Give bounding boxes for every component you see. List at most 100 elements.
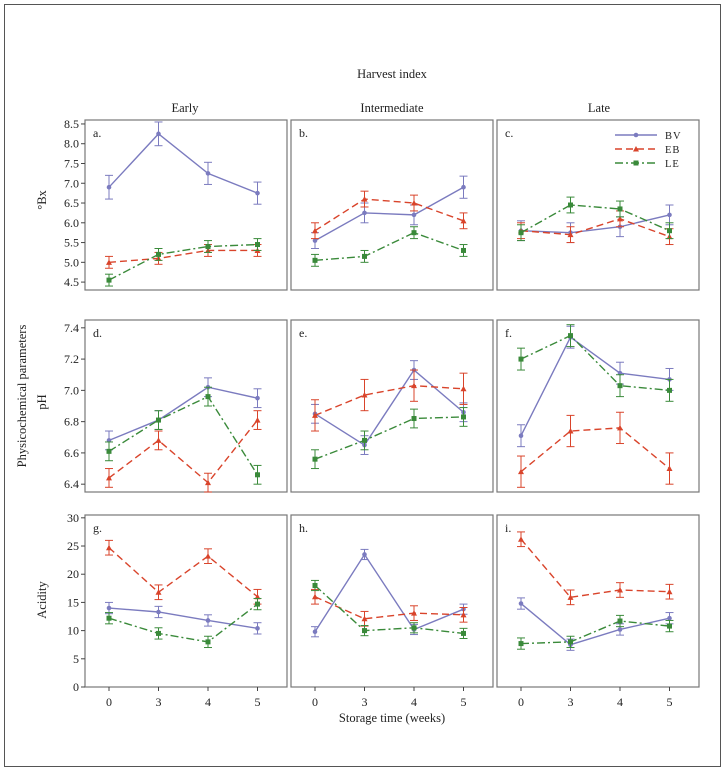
x-tick-label: 4 <box>411 695 417 709</box>
data-point <box>411 416 417 422</box>
data-point <box>411 382 417 389</box>
panel-label: b. <box>299 126 308 140</box>
x-tick-label: 0 <box>106 695 112 709</box>
data-point <box>411 625 417 631</box>
series-bv <box>105 121 262 205</box>
data-point <box>205 244 211 250</box>
data-point <box>312 257 318 263</box>
data-point <box>461 184 466 190</box>
data-point <box>461 630 466 636</box>
data-point <box>361 196 368 202</box>
panel-frame <box>290 319 494 493</box>
data-point <box>205 479 211 486</box>
panel-b: b. <box>290 119 494 291</box>
data-point <box>205 553 211 559</box>
data-point <box>567 231 574 238</box>
data-point <box>312 629 318 635</box>
column-title-early: Early <box>171 101 199 115</box>
data-point <box>518 468 524 475</box>
panel-e: e. <box>290 319 494 493</box>
y-tick-label: 10 <box>67 624 79 638</box>
y-tick-label: 25 <box>67 539 79 553</box>
series-eb <box>311 369 468 432</box>
data-point <box>156 609 161 615</box>
data-point <box>362 552 367 557</box>
panel-d: d. 6.4 6.6 6.8 7.0 7.2 7.4 <box>64 319 288 493</box>
series-line <box>520 620 670 645</box>
y-tick-label: 6.0 <box>64 216 79 230</box>
y-tick-label: 7.0 <box>64 383 79 397</box>
data-point <box>667 623 672 629</box>
y-tick-label: 20 <box>67 567 79 581</box>
series-le <box>311 579 468 640</box>
panel-i: i. 0 3 4 5 <box>496 514 700 709</box>
series-le <box>105 238 262 287</box>
y-tick-label: 7.5 <box>64 156 79 170</box>
data-point <box>205 394 211 400</box>
series-eb <box>517 411 674 488</box>
data-point <box>617 618 623 624</box>
panel-frame <box>84 319 288 493</box>
data-point <box>312 593 318 600</box>
data-point <box>156 630 161 636</box>
series-line <box>314 186 464 242</box>
data-point <box>106 448 112 454</box>
y-tick-label: 6.6 <box>64 446 79 460</box>
data-point <box>461 247 466 253</box>
data-point <box>155 589 162 595</box>
data-point <box>312 456 318 462</box>
series-line <box>314 553 464 633</box>
data-point <box>460 385 467 392</box>
data-point <box>667 615 672 621</box>
panel-label: c. <box>505 126 513 140</box>
panel-f: f. <box>496 319 700 493</box>
data-point <box>254 417 261 423</box>
series-le <box>517 196 674 242</box>
series-line <box>314 416 464 460</box>
series-le <box>105 597 262 649</box>
y-tick-label: 5 <box>73 652 79 666</box>
data-point <box>106 277 112 283</box>
series-line <box>314 198 464 232</box>
series-line <box>520 538 670 599</box>
legend-marker <box>633 132 639 138</box>
data-point <box>362 253 367 259</box>
x-tick-label: 3 <box>156 695 162 709</box>
data-point <box>205 639 211 645</box>
panel-grid: a. 4.5 5.0 5.5 6.0 6.5 7.0 7.5 8.0 8.5 b. c. BV EB LE d… <box>64 117 700 709</box>
data-point <box>568 639 573 645</box>
data-point <box>156 131 161 137</box>
series-line <box>108 547 258 598</box>
data-point <box>255 472 260 478</box>
figure-title: Harvest index <box>357 67 428 81</box>
series-le <box>105 386 262 485</box>
data-point <box>568 202 573 208</box>
column-title-intermediate: Intermediate <box>360 101 424 115</box>
series-bv <box>105 601 262 635</box>
x-tick-label: 5 <box>255 695 261 709</box>
legend: BV EB LE <box>615 131 681 170</box>
panel-label: e. <box>299 326 307 340</box>
y-tick-label: 6.4 <box>64 477 79 491</box>
series-eb <box>105 539 262 605</box>
column-title-late: Late <box>588 101 611 115</box>
panel-frame <box>290 514 494 688</box>
data-point <box>460 217 467 224</box>
x-tick-label: 5 <box>461 695 467 709</box>
data-point <box>518 230 524 236</box>
series-le <box>517 614 674 650</box>
data-point <box>461 414 466 420</box>
series-line <box>314 384 464 417</box>
y-tick-label: 5.0 <box>64 255 79 269</box>
series-line <box>314 368 464 447</box>
series-line <box>108 132 258 194</box>
series-line <box>520 336 670 437</box>
y-tick-label: 0 <box>73 680 79 694</box>
x-tick-label: 0 <box>518 695 524 709</box>
panel-label: f. <box>505 326 512 340</box>
data-point <box>362 210 367 216</box>
data-point <box>255 242 260 248</box>
y-tick-label: 7.4 <box>64 321 79 335</box>
series-line <box>108 243 258 281</box>
panel-label: d. <box>93 326 102 340</box>
